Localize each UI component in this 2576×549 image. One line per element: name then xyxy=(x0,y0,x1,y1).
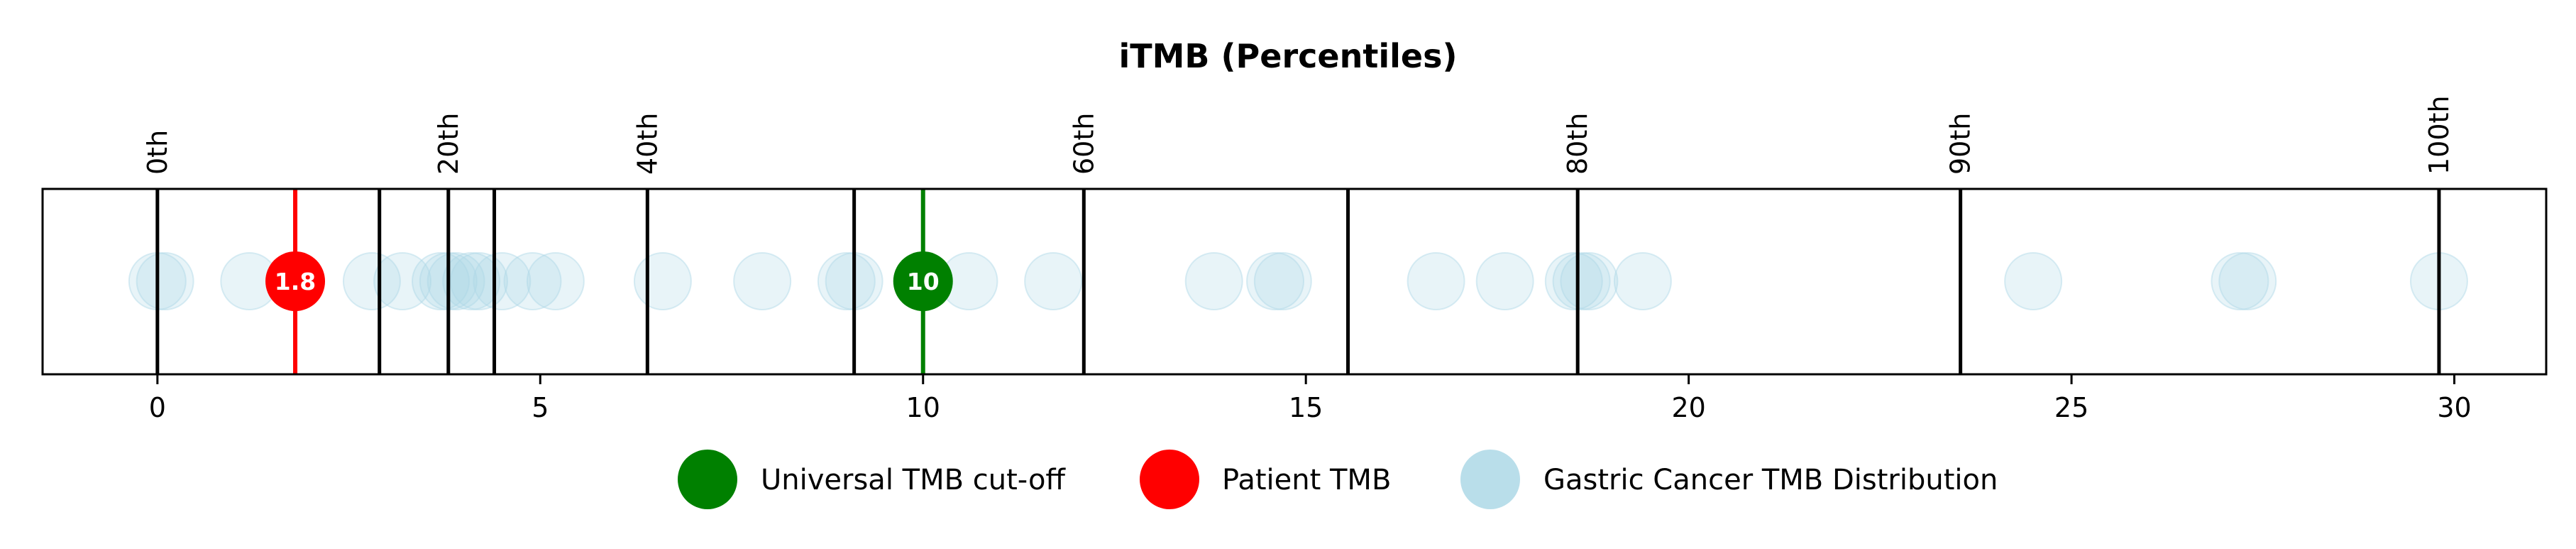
distribution-point xyxy=(1246,252,1305,310)
percentile-markers: 0th 20th 40th 60th 80th 90th 100th xyxy=(142,95,2455,374)
distribution-point xyxy=(442,252,501,310)
x-tick-label: 25 xyxy=(2054,392,2088,423)
x-tick-label: 15 xyxy=(1289,392,1323,423)
cutoff-point xyxy=(893,251,953,311)
percentile-label: 20th xyxy=(433,113,464,175)
legend-cutoff-label: Universal TMB cut-off xyxy=(761,464,1066,496)
chart-title: iTMB (Percentiles) xyxy=(1119,37,1458,75)
patient-point xyxy=(265,251,326,311)
x-tick-label: 30 xyxy=(2437,392,2471,423)
percentile-label: 40th xyxy=(632,113,663,175)
percentile-label: 0th xyxy=(142,130,173,175)
distribution-point xyxy=(1552,252,1611,310)
highlight-markers: 1.8 10 xyxy=(265,189,953,374)
percentile-label: 80th xyxy=(1562,113,1593,175)
distribution-point xyxy=(473,252,532,310)
distribution-point xyxy=(1613,252,1672,310)
x-tick-label: 0 xyxy=(149,392,166,423)
distribution-point xyxy=(503,252,562,310)
legend-patient-label: Patient TMB xyxy=(1222,464,1391,496)
distribution-point xyxy=(1560,252,1619,310)
percentile-label: 90th xyxy=(1945,113,1976,175)
distribution-points xyxy=(128,252,2468,310)
legend-distribution-marker xyxy=(1460,450,1520,509)
distribution-point xyxy=(1253,252,1312,310)
distribution-point xyxy=(1407,252,1465,310)
legend-patient-marker xyxy=(1140,450,1199,509)
distribution-point xyxy=(1024,252,1083,310)
distribution-point xyxy=(633,252,692,310)
distribution-point xyxy=(136,252,194,310)
patient-value-label: 1.8 xyxy=(275,268,316,295)
percentile-label: 60th xyxy=(1068,113,1099,175)
distribution-point xyxy=(1544,252,1603,310)
distribution-point xyxy=(342,252,401,310)
distribution-point xyxy=(2004,252,2063,310)
cutoff-value-label: 10 xyxy=(907,268,940,295)
x-tick-label: 5 xyxy=(532,392,549,423)
plot-frame xyxy=(41,187,2548,376)
distribution-point xyxy=(2218,252,2277,310)
legend-distribution-label: Gastric Cancer TMB Distribution xyxy=(1543,464,1998,496)
legend-cutoff-marker xyxy=(678,450,737,509)
distribution-point xyxy=(817,252,876,310)
distribution-point xyxy=(1184,252,1243,310)
percentile-label: 100th xyxy=(2423,95,2455,175)
distribution-point xyxy=(412,252,470,310)
distribution-point xyxy=(2211,252,2269,310)
x-axis: 0 5 10 15 20 25 30 xyxy=(149,374,2472,423)
legend: Universal TMB cut-off Patient TMB Gastric … xyxy=(678,450,1998,509)
distribution-point xyxy=(526,252,585,310)
distribution-point xyxy=(733,252,792,310)
distribution-point xyxy=(1475,252,1534,310)
x-tick-label: 20 xyxy=(1671,392,1705,423)
distribution-point xyxy=(426,252,485,310)
distribution-point xyxy=(373,252,432,310)
x-tick-label: 10 xyxy=(906,392,940,423)
